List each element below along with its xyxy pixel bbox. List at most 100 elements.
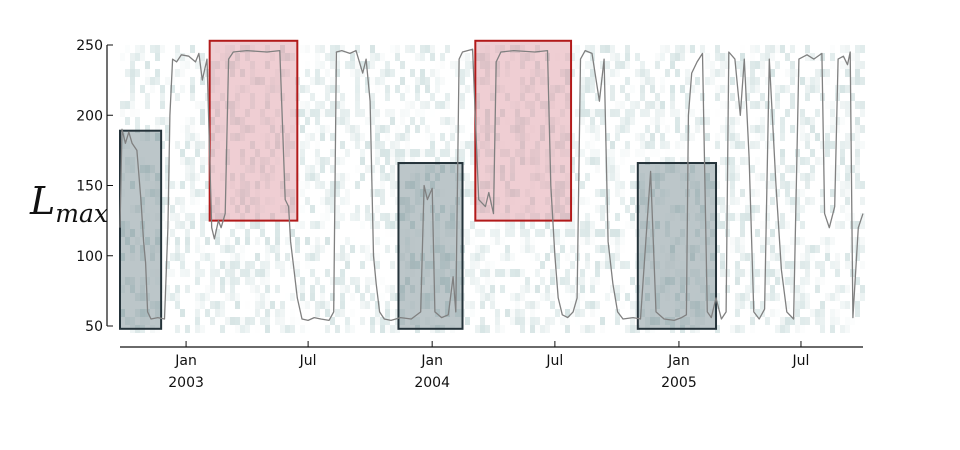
heatmap-cell xyxy=(820,141,825,149)
heatmap-cell xyxy=(455,285,460,293)
heatmap-cell xyxy=(555,165,560,173)
heatmap-cell xyxy=(645,317,650,325)
heatmap-cell xyxy=(530,325,535,333)
heatmap-cell xyxy=(400,293,405,301)
heatmap-cell xyxy=(335,157,340,165)
heatmap-cell xyxy=(520,285,525,293)
heatmap-cell xyxy=(695,301,700,309)
heatmap-cell xyxy=(300,45,305,53)
heatmap-cell xyxy=(450,269,455,277)
heatmap-cell xyxy=(520,85,525,93)
heatmap-cell xyxy=(175,325,180,333)
heatmap-cell xyxy=(535,157,540,165)
heatmap-cell xyxy=(230,101,235,109)
heatmap-cell xyxy=(530,101,535,109)
heatmap-cell xyxy=(550,141,555,149)
heatmap-cell xyxy=(500,253,505,261)
heatmap-cell xyxy=(300,285,305,293)
heatmap-cell xyxy=(220,285,225,293)
heatmap-cell xyxy=(155,229,160,237)
heatmap-cell xyxy=(665,277,670,285)
heatmap-cell xyxy=(705,109,710,117)
heatmap-cell xyxy=(260,117,265,125)
heatmap-cell xyxy=(325,301,330,309)
heatmap-cell xyxy=(195,61,200,69)
heatmap-cell xyxy=(280,141,285,149)
heatmap-cell xyxy=(795,301,800,309)
heatmap-cell xyxy=(760,301,765,309)
heatmap-cell xyxy=(450,117,455,125)
heatmap-cell xyxy=(860,61,865,69)
heatmap-cell xyxy=(840,117,845,125)
heatmap-cell xyxy=(155,189,160,197)
heatmap-cell xyxy=(145,277,150,285)
heatmap-cell xyxy=(845,221,850,229)
heatmap-cell xyxy=(180,269,185,277)
heatmap-cell xyxy=(815,285,820,293)
heatmap-cell xyxy=(460,125,465,133)
heatmap-cell xyxy=(675,109,680,117)
heatmap-cell xyxy=(400,197,405,205)
heatmap-cell xyxy=(665,229,670,237)
heatmap-cell xyxy=(400,205,405,213)
heatmap-cell xyxy=(330,101,335,109)
heatmap-cell xyxy=(130,61,135,69)
heatmap-cell xyxy=(330,293,335,301)
heatmap-cell xyxy=(380,149,385,157)
heatmap-cell xyxy=(505,213,510,221)
heatmap-cell xyxy=(810,149,815,157)
heatmap-cell xyxy=(185,165,190,173)
heatmap-cell xyxy=(535,149,540,157)
heatmap-cell xyxy=(600,61,605,69)
heatmap-cell xyxy=(785,181,790,189)
heatmap-cell xyxy=(255,269,260,277)
heatmap-cell xyxy=(590,149,595,157)
heatmap-cell xyxy=(805,117,810,125)
heatmap-cell xyxy=(300,189,305,197)
heatmap-cell xyxy=(410,69,415,77)
heatmap-cell xyxy=(490,173,495,181)
heatmap-cell xyxy=(390,261,395,269)
heatmap-cell xyxy=(660,85,665,93)
heatmap-cell xyxy=(700,45,705,53)
heatmap-cell xyxy=(300,85,305,93)
heatmap-cell xyxy=(475,197,480,205)
heatmap-cell xyxy=(510,253,515,261)
heatmap-cell xyxy=(585,141,590,149)
x-tick-label: Jul xyxy=(792,353,810,369)
heatmap-cell xyxy=(460,149,465,157)
heatmap-cell xyxy=(310,261,315,269)
heatmap-cell xyxy=(820,325,825,333)
heatmap-cell xyxy=(355,69,360,77)
heatmap-cell xyxy=(385,229,390,237)
heatmap-cell xyxy=(175,221,180,229)
heatmap-cell xyxy=(560,69,565,77)
heatmap-cell xyxy=(405,205,410,213)
heatmap-cell xyxy=(840,157,845,165)
heatmap-cell xyxy=(825,141,830,149)
heatmap-cell xyxy=(280,269,285,277)
heatmap-cell xyxy=(245,229,250,237)
heatmap-cell xyxy=(250,269,255,277)
heatmap-cell xyxy=(335,213,340,221)
heatmap-cell xyxy=(205,181,210,189)
heatmap-cell xyxy=(480,269,485,277)
heatmap-cell xyxy=(720,125,725,133)
heatmap-cell xyxy=(240,189,245,197)
heatmap-cell xyxy=(310,221,315,229)
heatmap-cell xyxy=(435,229,440,237)
heatmap-cell xyxy=(380,213,385,221)
heatmap-cell xyxy=(385,285,390,293)
heatmap-cell xyxy=(290,189,295,197)
heatmap-cell xyxy=(780,173,785,181)
heatmap-cell xyxy=(185,237,190,245)
heatmap-cell xyxy=(455,293,460,301)
heatmap-cell xyxy=(780,317,785,325)
heatmap-cell xyxy=(295,245,300,253)
heatmap-cell xyxy=(140,277,145,285)
heatmap-cell xyxy=(320,245,325,253)
heatmap-cell xyxy=(255,197,260,205)
heatmap-cell xyxy=(255,285,260,293)
heatmap-cell xyxy=(585,253,590,261)
heatmap-cell xyxy=(265,301,270,309)
